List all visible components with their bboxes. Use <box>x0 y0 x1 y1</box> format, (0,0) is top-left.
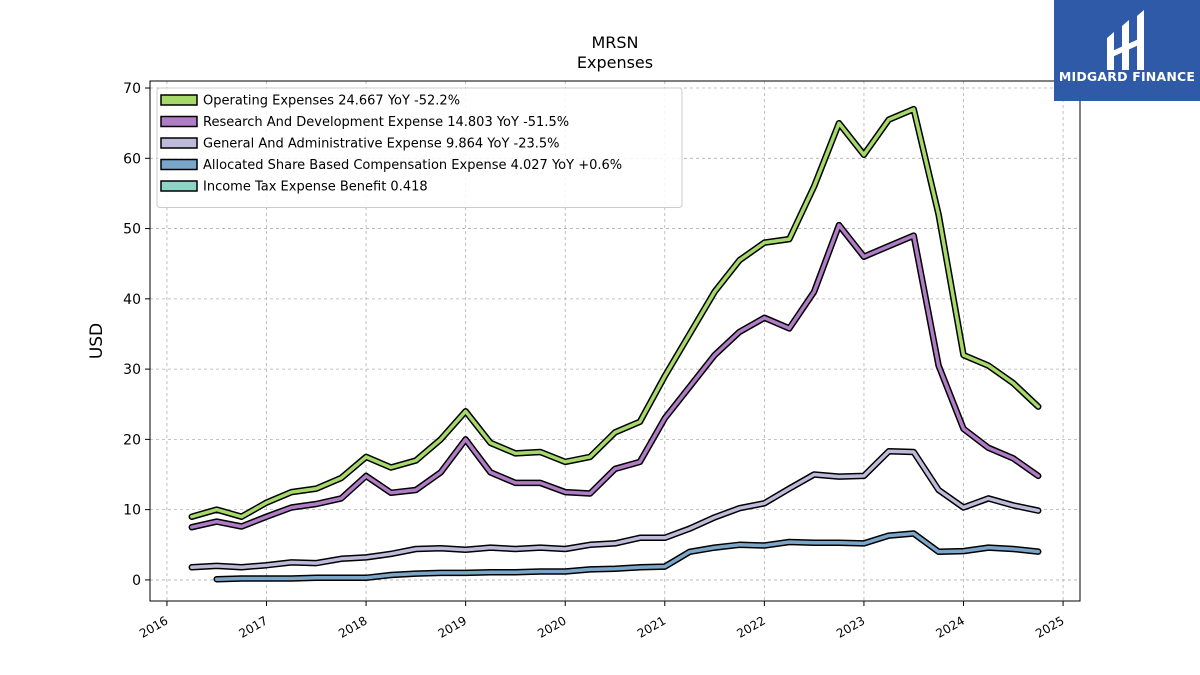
x-tick-label: 2019 <box>436 613 469 640</box>
series-general-and-administrative-expense <box>188 448 1042 571</box>
y-tick-label: 10 <box>123 503 141 519</box>
y-axis-label: USD <box>87 323 107 359</box>
midgard-logo-icon <box>1107 10 1144 70</box>
legend-swatch <box>160 94 198 106</box>
legend: Operating Expenses 24.667 YoY -52.2% Rese… <box>156 87 683 208</box>
legend-label: Research And Development Expense 14.803 … <box>203 115 569 130</box>
legend-label: Income Tax Expense Benefit 0.418 <box>203 180 428 195</box>
series-outline <box>188 221 1042 531</box>
legend-label: Operating Expenses 24.667 YoY -52.2% <box>203 94 460 109</box>
x-tick-label: 2022 <box>734 613 767 640</box>
chart-title: MRSN <box>591 33 638 52</box>
x-tick-label: 2025 <box>1033 613 1066 640</box>
series-allocated-share-based-compensation-expense <box>213 530 1042 583</box>
series-line <box>214 531 1040 581</box>
y-tick-label: 40 <box>123 292 141 308</box>
legend-label: Allocated Share Based Compensation Expen… <box>203 158 622 173</box>
x-tick-label: 2018 <box>336 613 369 640</box>
legend-swatch <box>160 137 198 149</box>
legend-label: General And Administrative Expense 9.864… <box>203 137 560 152</box>
x-tick-label: 2021 <box>635 613 668 640</box>
logo-text: MIDGARD FINANCE <box>1059 69 1195 84</box>
y-tick-label: 20 <box>123 432 141 448</box>
x-tick-label: 2024 <box>934 613 967 640</box>
legend-box <box>156 87 683 208</box>
x-tick-label: 2017 <box>237 613 270 640</box>
series-line <box>190 223 1040 529</box>
x-tick-label: 2020 <box>535 613 568 640</box>
plot-frame <box>149 80 1081 602</box>
y-tick-label: 50 <box>123 222 141 238</box>
series-lines <box>188 105 1042 583</box>
y-tick-label: 60 <box>123 151 141 167</box>
y-tick-label: 0 <box>132 573 141 589</box>
legend-swatch <box>160 158 198 171</box>
x-tick-label: 2016 <box>137 613 170 640</box>
legend-swatch <box>160 115 198 128</box>
logo: MIDGARD FINANCE <box>1054 0 1200 101</box>
x-tick-label: 2023 <box>834 613 867 640</box>
series-research-and-development-expense <box>188 221 1042 531</box>
series-operating-expenses <box>188 105 1042 520</box>
y-tick-label: 30 <box>123 362 141 378</box>
y-tick-label: 70 <box>123 81 141 97</box>
legend-swatch <box>160 180 198 192</box>
chart-subtitle: Expenses <box>577 53 653 72</box>
